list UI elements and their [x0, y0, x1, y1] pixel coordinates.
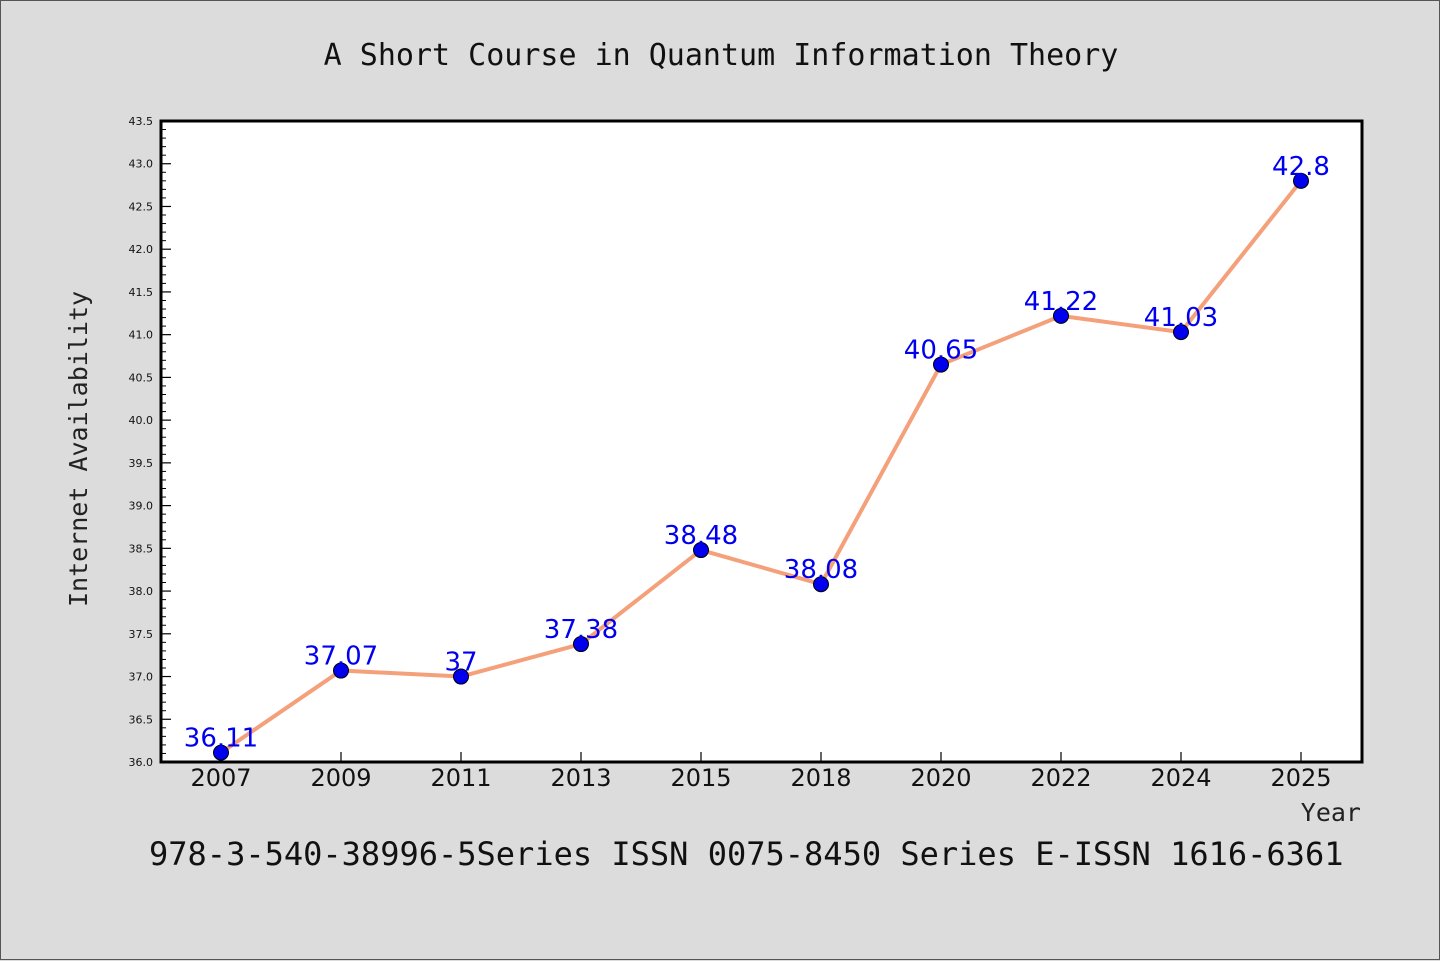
x-tick-label: 2020 [910, 764, 971, 792]
y-tick-label: 42.0 [129, 243, 154, 256]
x-tick-label: 2011 [430, 764, 491, 792]
data-label: 36.11 [184, 724, 258, 754]
data-label: 41.22 [1024, 287, 1098, 317]
y-tick-label: 36.0 [129, 756, 154, 769]
y-tick-label: 38.0 [129, 585, 154, 598]
y-tick-label: 39.5 [129, 457, 154, 470]
y-tick-label: 39.0 [129, 500, 154, 513]
data-point [213, 744, 229, 761]
data-point [813, 576, 829, 593]
data-label: 42.8 [1272, 152, 1330, 182]
y-tick-label: 41.0 [129, 329, 154, 342]
x-tick-label: 2007 [190, 764, 251, 792]
data-label: 41.03 [1144, 303, 1218, 333]
data-label: 38.08 [784, 555, 858, 585]
data-point [1173, 324, 1189, 341]
x-tick-label: 2018 [790, 764, 851, 792]
y-tick-label: 43.5 [129, 115, 154, 128]
x-axis: 2007 2009 2011 2013 2015 2018 2020 2022 2024 2025 [190, 752, 1332, 792]
data-label: 37 [444, 648, 477, 678]
y-tick-label: 36.5 [129, 713, 154, 726]
x-tick-label: 2022 [1030, 764, 1091, 792]
x-tick-label: 2015 [670, 764, 731, 792]
chart-title: A Short Course in Quantum Information Th… [324, 38, 1119, 73]
series-line-group [213, 172, 1309, 761]
data-point [693, 542, 709, 559]
y-axis: 36.0 36.5 37.0 37.5 38.0 38.5 39.0 39.5 40.0 40.5… [129, 115, 171, 769]
data-point [573, 636, 589, 653]
x-tick-label: 2025 [1270, 764, 1331, 792]
y-tick-label: 40.0 [129, 414, 154, 427]
data-point [1293, 172, 1309, 189]
data-label: 40.65 [904, 336, 978, 366]
y-tick-label: 42.5 [129, 200, 154, 213]
data-label: 38.48 [664, 521, 738, 551]
data-point [933, 356, 949, 373]
x-tick-label: 2013 [550, 764, 611, 792]
data-point [333, 662, 349, 679]
y-tick-label: 40.5 [129, 371, 154, 384]
data-label: 37.07 [304, 642, 378, 672]
data-label: 37.38 [544, 615, 618, 645]
data-point [1053, 307, 1069, 324]
x-tick-label: 2009 [310, 764, 371, 792]
y-tick-label: 41.5 [129, 286, 154, 299]
y-tick-label: 43.0 [129, 158, 154, 171]
y-tick-label: 37.5 [129, 628, 154, 641]
series-line [219, 179, 1303, 755]
data-labels: 36.11 37.07 37 37.38 38.48 38.08 40.65 41.22 41.… [184, 152, 1330, 754]
y-tick-label: 37.0 [129, 671, 154, 684]
y-tick-label: 38.5 [129, 542, 154, 555]
x-tick-label: 2024 [1150, 764, 1211, 792]
data-point [453, 668, 469, 685]
x-axis-label: Year [1301, 798, 1361, 827]
plot-area [159, 119, 1364, 764]
footer-text: 978-3-540-38996-5Series ISSN 0075-8450 S… [149, 835, 1343, 873]
y-axis-label: Internet Availability [64, 291, 93, 607]
